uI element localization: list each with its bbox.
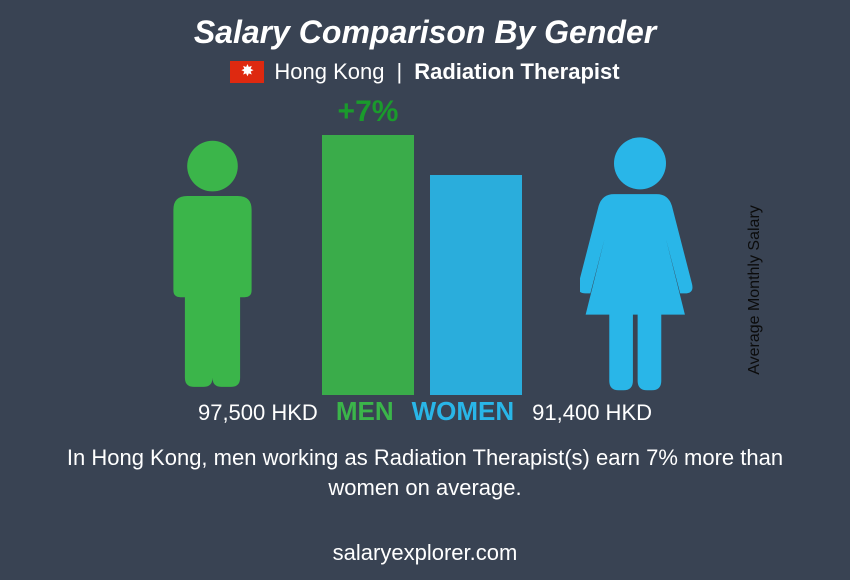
flag-symbol: ✸ (241, 64, 254, 80)
men-amount: 97,500 HKD (198, 400, 318, 426)
flag-icon: ✸ (230, 61, 264, 83)
chart-bottom-labels: 97,500 HKD MEN WOMEN 91,400 HKD (0, 396, 850, 427)
subtitle-row: ✸ Hong Kong | Radiation Therapist (0, 59, 850, 85)
percent-label: +7% (322, 95, 414, 129)
woman-icon (580, 135, 700, 395)
page-title: Salary Comparison By Gender (0, 14, 850, 51)
chart-area: +7% 97,500 HKD MEN WOMEN 91,400 HKD (0, 95, 850, 435)
bar-women (430, 175, 522, 395)
footer-link[interactable]: salaryexplorer.com (0, 540, 850, 566)
bar-men (322, 135, 414, 395)
yaxis-label: Average Monthly Salary (746, 205, 764, 375)
men-label: MEN (336, 396, 394, 427)
women-label: WOMEN (412, 396, 515, 427)
job-title: Radiation Therapist (414, 59, 619, 85)
separator: | (397, 59, 403, 85)
man-icon (155, 135, 270, 395)
summary-text: In Hong Kong, men working as Radiation T… (0, 435, 850, 502)
location-text: Hong Kong (274, 59, 384, 85)
women-amount: 91,400 HKD (532, 400, 652, 426)
